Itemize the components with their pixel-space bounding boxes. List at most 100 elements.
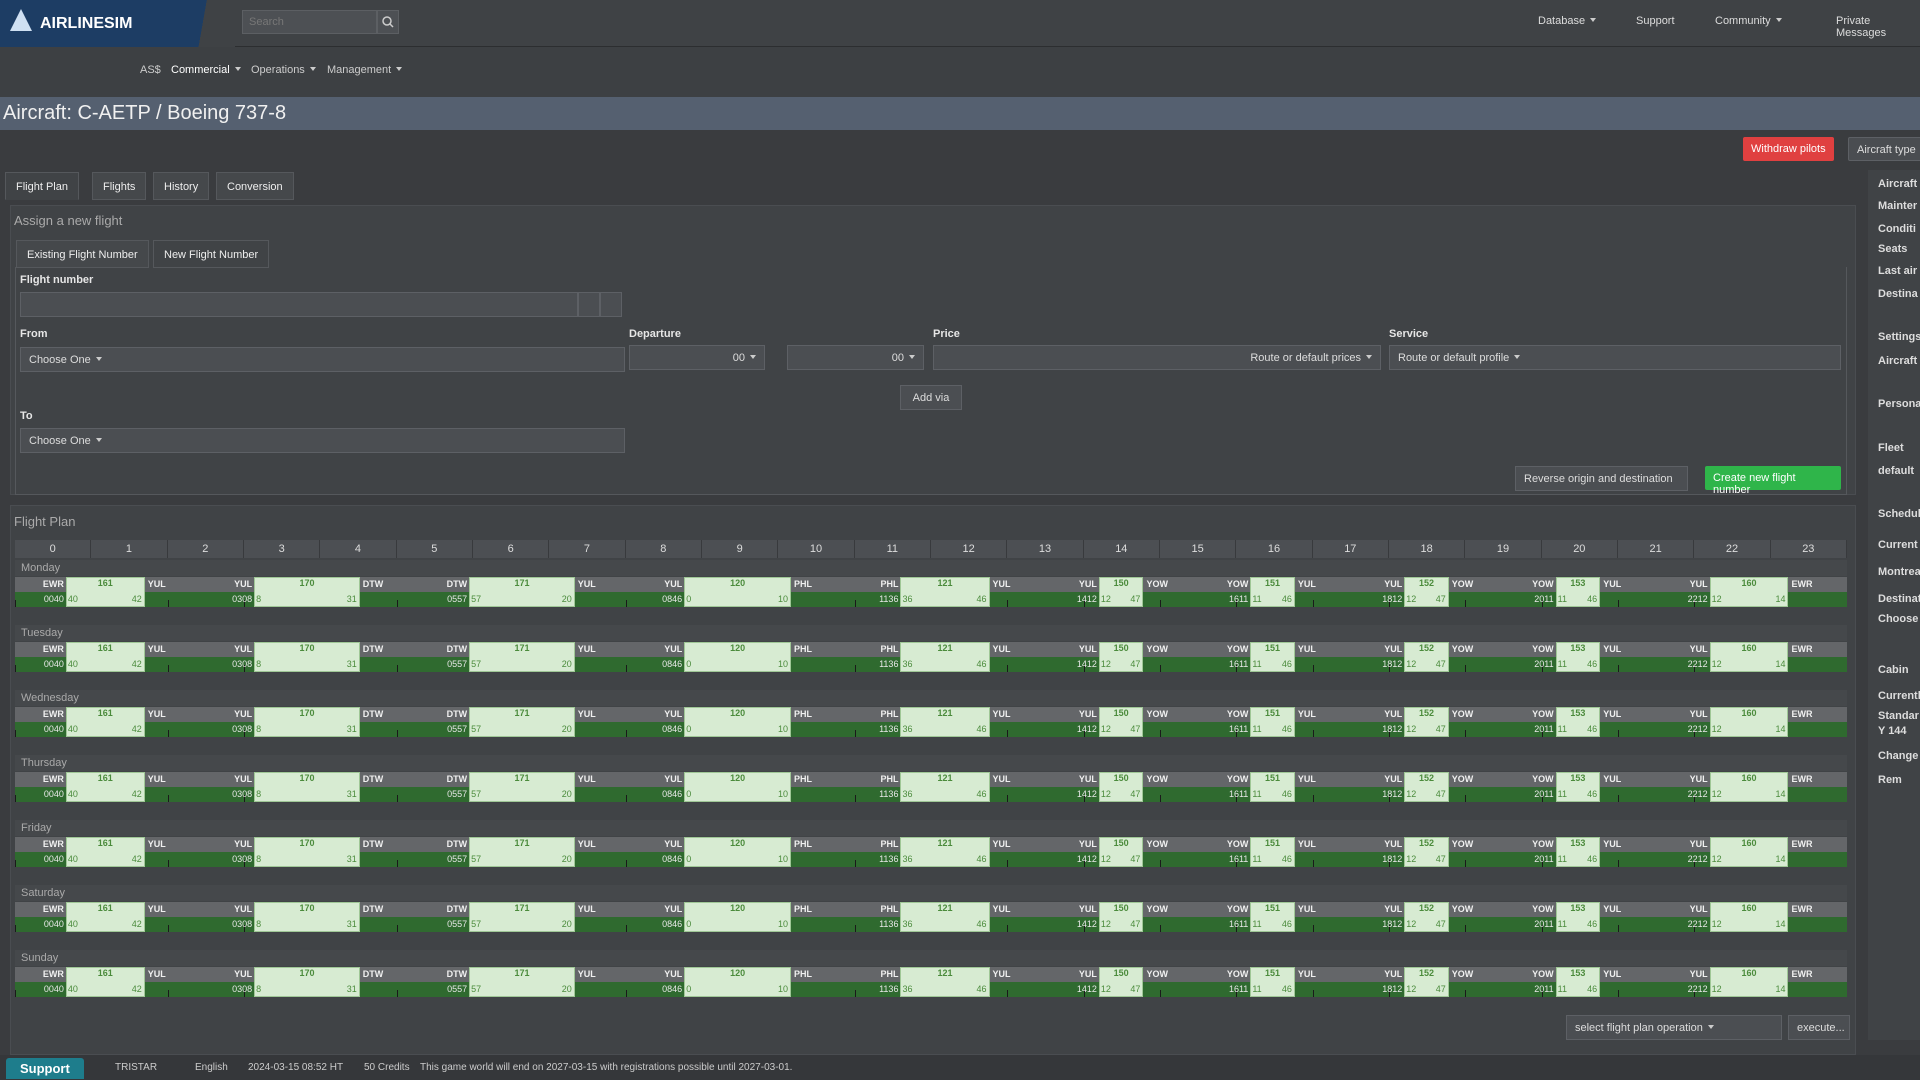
- tab[interactable]: Flights: [92, 172, 147, 200]
- flight-block[interactable]: [469, 772, 575, 802]
- flight-block[interactable]: [65, 642, 145, 672]
- search-button[interactable]: [600, 292, 622, 317]
- flight-block[interactable]: [1555, 837, 1601, 867]
- flight-block[interactable]: [1098, 642, 1144, 672]
- flight-block[interactable]: [1250, 577, 1295, 607]
- menu-item[interactable]: Operations: [251, 64, 316, 76]
- reverse-button[interactable]: Reverse origin and destination: [1515, 466, 1688, 491]
- flight-block[interactable]: [254, 902, 360, 932]
- flight-block[interactable]: [1555, 577, 1601, 607]
- flight-block[interactable]: [1250, 967, 1295, 997]
- menu-item[interactable]: AS$: [140, 64, 161, 76]
- flight-block[interactable]: [1709, 642, 1789, 672]
- flight-block[interactable]: [1098, 902, 1144, 932]
- language[interactable]: English: [195, 1062, 228, 1073]
- logo[interactable]: AIRLINESIM: [0, 0, 235, 47]
- flight-block[interactable]: [900, 707, 990, 737]
- flight-block[interactable]: [900, 967, 990, 997]
- flight-block[interactable]: [1404, 577, 1449, 607]
- flight-block[interactable]: [1250, 772, 1295, 802]
- withdraw-button[interactable]: Withdraw pilots: [1743, 137, 1834, 161]
- flight-block[interactable]: [1709, 902, 1789, 932]
- nav-link[interactable]: Support: [1636, 15, 1675, 27]
- menu-item[interactable]: Management: [327, 64, 402, 76]
- tab[interactable]: Conversion: [216, 172, 294, 200]
- flight-block[interactable]: [254, 642, 360, 672]
- flight-block[interactable]: [900, 902, 990, 932]
- flight-block[interactable]: [254, 772, 360, 802]
- flight-block[interactable]: [65, 772, 145, 802]
- support-button[interactable]: Support: [6, 1058, 84, 1079]
- flight-block[interactable]: [469, 642, 575, 672]
- flight-block[interactable]: [65, 902, 145, 932]
- flight-block[interactable]: [1404, 642, 1449, 672]
- flight-block[interactable]: [254, 577, 360, 607]
- menu-item[interactable]: Commercial: [171, 64, 241, 76]
- flight-block[interactable]: [65, 577, 145, 607]
- flight-block[interactable]: [1250, 902, 1295, 932]
- flight-block[interactable]: [684, 772, 792, 802]
- flight-block[interactable]: [684, 837, 792, 867]
- flight-block[interactable]: [254, 707, 360, 737]
- flight-block[interactable]: [1250, 642, 1295, 672]
- flight-block[interactable]: [1250, 707, 1295, 737]
- flight-block[interactable]: [1555, 902, 1601, 932]
- flight-block[interactable]: [1709, 837, 1789, 867]
- add-via-button[interactable]: Add via: [900, 385, 962, 410]
- flight-block[interactable]: [1404, 772, 1449, 802]
- flight-block[interactable]: [65, 967, 145, 997]
- flight-block[interactable]: [900, 837, 990, 867]
- hour-select[interactable]: 00: [629, 345, 765, 370]
- flight-block[interactable]: [469, 967, 575, 997]
- flight-block[interactable]: [1098, 967, 1144, 997]
- flight-block[interactable]: [1709, 772, 1789, 802]
- service-select[interactable]: Route or default profile: [1389, 345, 1841, 370]
- nav-link[interactable]: Database: [1538, 15, 1596, 27]
- create-button[interactable]: Create new flight number: [1705, 466, 1841, 496]
- search-button[interactable]: [578, 292, 600, 317]
- flight-block[interactable]: [684, 902, 792, 932]
- flight-block[interactable]: [1404, 902, 1449, 932]
- minute-select[interactable]: 00: [787, 345, 924, 370]
- flight-block[interactable]: [1098, 707, 1144, 737]
- flight-number-input[interactable]: [20, 292, 578, 317]
- flight-block[interactable]: [1555, 967, 1601, 997]
- flight-block[interactable]: [1404, 707, 1449, 737]
- flight-block[interactable]: [1709, 707, 1789, 737]
- flight-block[interactable]: [1555, 772, 1601, 802]
- tab[interactable]: Flight Plan: [5, 172, 79, 200]
- flight-block[interactable]: [469, 577, 575, 607]
- nav-link[interactable]: Private Messages: [1836, 15, 1887, 39]
- flight-block[interactable]: [1709, 577, 1789, 607]
- to-select[interactable]: Choose One: [20, 428, 625, 453]
- search-button[interactable]: [377, 10, 399, 34]
- from-select[interactable]: Choose One: [20, 347, 625, 372]
- flight-block[interactable]: [684, 707, 792, 737]
- flight-block[interactable]: [1555, 707, 1601, 737]
- flight-block[interactable]: [1555, 642, 1601, 672]
- flight-block[interactable]: [254, 967, 360, 997]
- flight-block[interactable]: [684, 967, 792, 997]
- flight-block[interactable]: [684, 577, 792, 607]
- flight-block[interactable]: [1250, 837, 1295, 867]
- execute-button[interactable]: execute...: [1788, 1015, 1850, 1040]
- search-input[interactable]: Search: [242, 10, 377, 34]
- subtab[interactable]: New Flight Number: [153, 240, 270, 268]
- flight-block[interactable]: [1404, 837, 1449, 867]
- flight-block[interactable]: [1709, 967, 1789, 997]
- aircraft-type-button[interactable]: Aircraft type: [1848, 137, 1920, 161]
- flight-block[interactable]: [65, 707, 145, 737]
- flight-block[interactable]: [1098, 577, 1144, 607]
- operation-select[interactable]: select flight plan operation: [1566, 1015, 1782, 1040]
- flight-block[interactable]: [469, 837, 575, 867]
- flight-block[interactable]: [900, 577, 990, 607]
- flight-block[interactable]: [1098, 772, 1144, 802]
- flight-block[interactable]: [900, 772, 990, 802]
- flight-block[interactable]: [65, 837, 145, 867]
- flight-block[interactable]: [469, 707, 575, 737]
- subtab[interactable]: Existing Flight Number: [16, 240, 149, 268]
- tab[interactable]: History: [153, 172, 210, 200]
- flight-block[interactable]: [254, 837, 360, 867]
- flight-block[interactable]: [469, 902, 575, 932]
- nav-link[interactable]: Community: [1715, 15, 1782, 27]
